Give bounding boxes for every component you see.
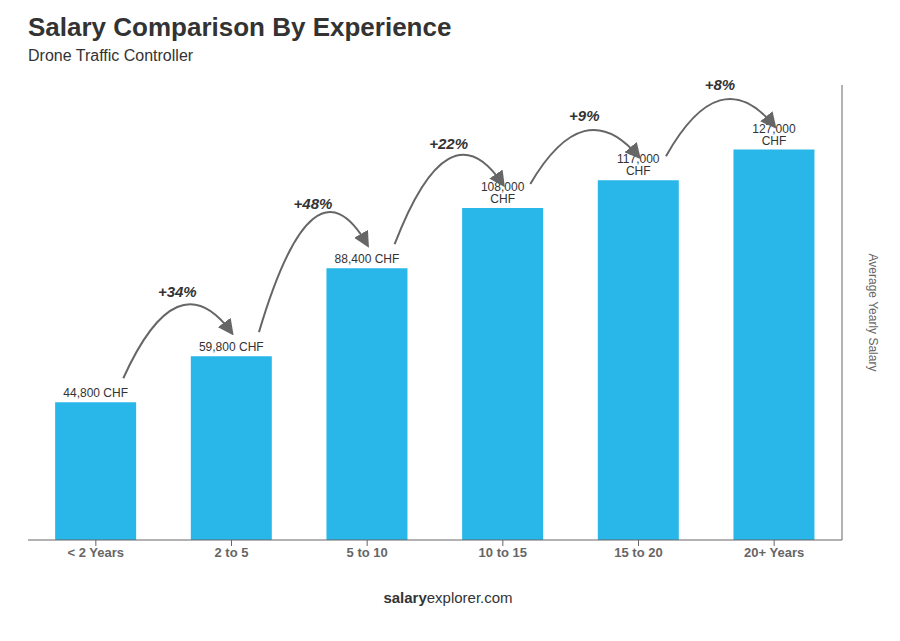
svg-text:117,000CHF: 117,000CHF	[617, 152, 660, 178]
svg-text:15 to 20: 15 to 20	[614, 545, 662, 560]
svg-text:Average Yearly Salary: Average Yearly Salary	[866, 254, 880, 372]
svg-text:127,000CHF: 127,000CHF	[752, 122, 796, 148]
svg-text:20+ Years: 20+ Years	[744, 545, 804, 560]
svg-text:< 2 Years: < 2 Years	[68, 545, 125, 560]
svg-text:+22%: +22%	[429, 135, 468, 152]
html-text:Salary Comparison By Experienc: Salary Comparison By Experience	[28, 12, 452, 42]
svg-text:59,800 CHF: 59,800 CHF	[199, 340, 264, 354]
svg-text:108,000CHF: 108,000CHF	[481, 180, 525, 206]
svg-text:+9%: +9%	[569, 107, 599, 124]
svg-text:+8%: +8%	[705, 76, 735, 93]
html-text:Drone Traffic Controller: Drone Traffic Controller	[28, 47, 194, 64]
svg-text:5 to 10: 5 to 10	[347, 545, 388, 560]
svg-text:44,800 CHF: 44,800 CHF	[63, 386, 128, 400]
svg-text:2 to 5: 2 to 5	[215, 545, 249, 560]
svg-text:10 to 15: 10 to 15	[479, 545, 527, 560]
svg-text:+48%: +48%	[294, 195, 333, 212]
svg-text:88,400 CHF: 88,400 CHF	[335, 252, 400, 266]
svg-text:+34%: +34%	[158, 283, 197, 300]
html-text:salary explorer.com: salary explorer.com	[383, 589, 513, 606]
